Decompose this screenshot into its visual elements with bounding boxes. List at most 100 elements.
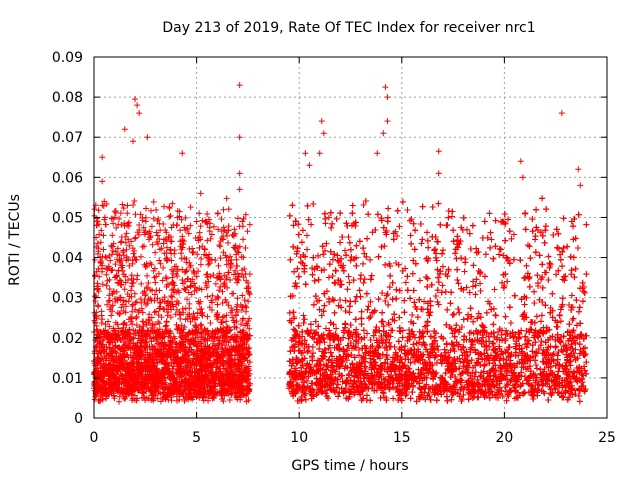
data-point	[212, 296, 219, 303]
data-point	[228, 304, 235, 311]
data-point	[107, 257, 114, 264]
data-point	[134, 272, 141, 279]
data-point	[133, 322, 140, 329]
data-point	[139, 243, 146, 250]
data-point	[156, 320, 163, 327]
data-point	[128, 287, 135, 294]
data-point	[167, 212, 174, 219]
data-point	[136, 221, 143, 228]
data-point	[204, 293, 211, 300]
data-point	[116, 311, 123, 318]
data-point	[125, 298, 132, 305]
data-point	[161, 203, 168, 210]
data-point	[130, 250, 137, 257]
data-point	[229, 231, 236, 238]
data-point	[154, 232, 161, 239]
data-point	[242, 245, 249, 252]
data-point	[168, 397, 175, 404]
data-point	[149, 321, 156, 328]
data-point	[225, 239, 232, 246]
data-point	[198, 286, 205, 293]
data-point	[165, 309, 172, 316]
data-point	[246, 221, 253, 228]
data-point	[222, 252, 229, 259]
data-point	[170, 286, 177, 293]
data-point	[187, 222, 194, 229]
data-point	[132, 234, 139, 241]
data-point	[91, 272, 98, 279]
data-point	[144, 272, 151, 279]
data-point	[119, 201, 126, 208]
data-point	[116, 393, 123, 400]
data-point	[176, 289, 183, 296]
data-point	[237, 321, 244, 328]
data-point	[234, 333, 241, 340]
data-point	[193, 273, 200, 280]
data-point	[153, 273, 160, 280]
data-point	[202, 279, 209, 286]
data-point	[141, 243, 148, 250]
data-point	[219, 299, 226, 306]
data-point	[103, 282, 110, 289]
data-point	[118, 304, 125, 311]
data-point	[129, 303, 136, 310]
data-point	[156, 257, 163, 264]
data-point	[234, 276, 241, 283]
data-point	[104, 266, 111, 273]
data-point	[109, 302, 116, 309]
data-point	[209, 292, 216, 299]
data-point	[220, 206, 227, 213]
data-point	[123, 321, 130, 328]
data-point	[97, 239, 104, 246]
data-point	[169, 200, 176, 207]
data-point	[156, 305, 163, 312]
data-point	[149, 241, 156, 248]
data-point	[106, 286, 113, 293]
data-point	[234, 279, 241, 286]
data-point	[139, 309, 146, 316]
data-point	[208, 299, 215, 306]
data-point	[226, 397, 233, 404]
data-point	[210, 223, 217, 230]
data-point	[117, 239, 124, 246]
data-point	[98, 260, 105, 267]
data-point	[187, 204, 194, 211]
data-point	[178, 250, 185, 257]
data-point	[193, 218, 200, 225]
data-point	[95, 207, 102, 214]
data-point	[157, 260, 164, 267]
data-point	[240, 236, 247, 243]
data-point	[207, 273, 214, 280]
data-point	[216, 287, 223, 294]
data-point	[108, 251, 115, 258]
data-point	[207, 320, 214, 327]
data-point	[114, 309, 121, 316]
data-point	[132, 211, 139, 218]
data-point	[133, 298, 140, 305]
data-point	[103, 271, 110, 278]
data-point	[179, 305, 186, 312]
data-point	[162, 274, 169, 281]
data-point	[186, 305, 193, 312]
data-point	[153, 308, 160, 315]
data-point	[120, 205, 127, 212]
data-point	[214, 293, 221, 300]
data-point	[239, 223, 246, 230]
data-point	[100, 232, 107, 239]
data-point	[196, 210, 203, 217]
data-point	[225, 206, 232, 213]
data-point	[151, 309, 158, 316]
data-point	[220, 224, 227, 231]
data-point	[131, 198, 138, 205]
data-point	[94, 280, 101, 287]
data-point	[223, 195, 230, 202]
data-point	[204, 271, 211, 278]
data-point	[166, 213, 173, 220]
data-point	[196, 229, 203, 236]
data-point	[129, 245, 136, 252]
data-point	[104, 301, 111, 308]
data-point	[190, 249, 197, 256]
data-point	[217, 255, 224, 262]
data-point	[146, 311, 153, 318]
